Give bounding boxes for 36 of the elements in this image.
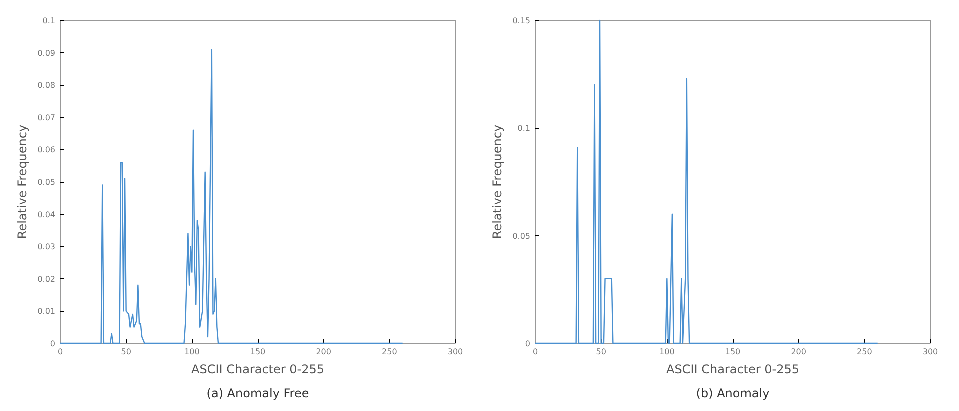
y-tick-label: 0.01: [38, 307, 56, 316]
text: (b) Anomaly: [696, 386, 770, 400]
x-tick-label: 100: [184, 348, 200, 356]
x-tick-label: 200: [316, 348, 332, 356]
x-tick-label: 300: [922, 348, 938, 356]
y-tick-label: 0.1: [518, 124, 531, 134]
y-axis-title: Relative Frequency: [16, 124, 30, 240]
x-tick-label: 150: [725, 348, 741, 356]
y-tick-label: 0: [525, 340, 531, 348]
x-tick-label: 100: [660, 348, 675, 356]
x-tick-label: 50: [121, 348, 132, 356]
y-tick-label: 0.07: [38, 113, 56, 122]
x-tick-label: 150: [250, 348, 266, 356]
x-tick-label: 200: [791, 348, 806, 356]
y-tick-label: 0.1: [42, 16, 56, 26]
x-tick-label: 0: [532, 348, 538, 356]
y-tick-label: 0.06: [38, 146, 56, 155]
y-tick-label: 0.05: [38, 178, 56, 187]
y-axis-title: Relative Frequency: [490, 124, 505, 240]
line-series: [60, 48, 404, 344]
y-tick-label: 0.03: [38, 242, 56, 252]
x-tick-label: 250: [382, 348, 398, 356]
y-tick-label: 0.02: [38, 274, 56, 284]
y-tick-label: 0.04: [38, 210, 56, 220]
x-tick-label: 250: [857, 348, 872, 356]
y-tick-label: 0.15: [512, 16, 530, 26]
y-tick-label: 0: [50, 340, 56, 348]
text: (a) Anomaly Free: [206, 386, 310, 400]
y-tick-label: 0.08: [38, 81, 56, 90]
x-tick-label: 0: [58, 348, 64, 356]
x-axis-title: ASCII Character 0-255: [191, 362, 325, 376]
y-tick-label: 0.05: [512, 232, 530, 241]
x-tick-label: 300: [448, 348, 464, 356]
x-axis-title: ASCII Character 0-255: [666, 362, 800, 376]
y-tick-label: 0.09: [38, 48, 56, 58]
x-tick-label: 50: [596, 348, 606, 356]
